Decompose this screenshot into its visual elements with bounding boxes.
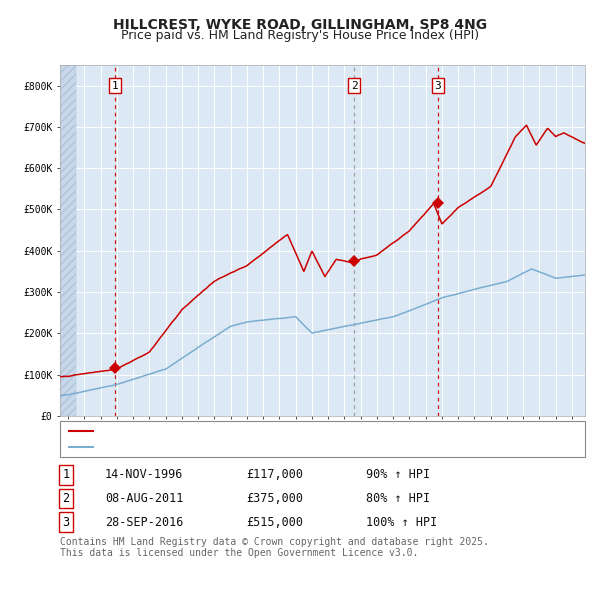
Text: 28-SEP-2016: 28-SEP-2016 xyxy=(105,516,184,529)
Text: 1: 1 xyxy=(62,468,70,481)
Text: 1: 1 xyxy=(112,81,118,90)
Text: 100% ↑ HPI: 100% ↑ HPI xyxy=(366,516,437,529)
Text: 80% ↑ HPI: 80% ↑ HPI xyxy=(366,492,430,505)
Text: 3: 3 xyxy=(434,81,441,90)
Text: 90% ↑ HPI: 90% ↑ HPI xyxy=(366,468,430,481)
Bar xyxy=(60,65,76,416)
Text: HILLCREST, WYKE ROAD, GILLINGHAM, SP8 4NG (semi-detached house): HILLCREST, WYKE ROAD, GILLINGHAM, SP8 4N… xyxy=(96,426,521,436)
Text: £515,000: £515,000 xyxy=(246,516,303,529)
Text: 14-NOV-1996: 14-NOV-1996 xyxy=(105,468,184,481)
Text: HPI: Average price, semi-detached house, Dorset: HPI: Average price, semi-detached house,… xyxy=(96,442,413,452)
Text: HILLCREST, WYKE ROAD, GILLINGHAM, SP8 4NG: HILLCREST, WYKE ROAD, GILLINGHAM, SP8 4N… xyxy=(113,18,487,32)
Text: 08-AUG-2011: 08-AUG-2011 xyxy=(105,492,184,505)
Text: 2: 2 xyxy=(62,492,70,505)
Text: 3: 3 xyxy=(62,516,70,529)
Text: £117,000: £117,000 xyxy=(246,468,303,481)
Text: Contains HM Land Registry data © Crown copyright and database right 2025.
This d: Contains HM Land Registry data © Crown c… xyxy=(60,537,489,559)
Text: Price paid vs. HM Land Registry's House Price Index (HPI): Price paid vs. HM Land Registry's House … xyxy=(121,30,479,42)
Text: 2: 2 xyxy=(351,81,358,90)
Text: £375,000: £375,000 xyxy=(246,492,303,505)
